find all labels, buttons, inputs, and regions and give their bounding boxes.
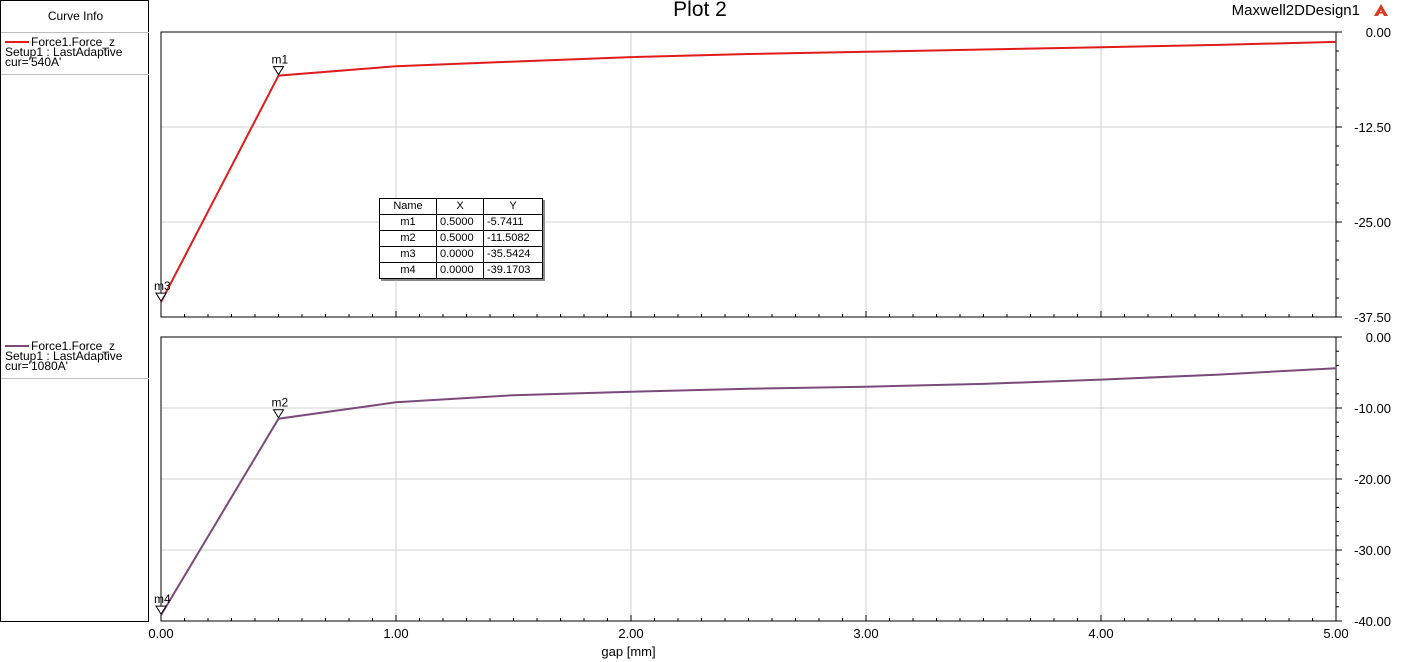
marker-label: m2 xyxy=(272,396,289,410)
marker-triangle xyxy=(155,292,167,303)
y-tick-label: -30.00 xyxy=(1354,543,1391,558)
marker-label: m1 xyxy=(272,53,289,67)
plot-title: Plot 2 xyxy=(673,0,727,21)
y-tick-label: -37.50 xyxy=(1354,310,1391,325)
y-tick-label: -20.00 xyxy=(1354,472,1391,487)
marker-y-cell: -11.5082 xyxy=(483,230,543,247)
curve-info-entry-2[interactable]: Force1.Force_z Setup1 : LastAdaptive cur… xyxy=(5,339,123,373)
x-tick-label: 0.00 xyxy=(148,626,173,641)
design-name: Maxwell2DDesign1 xyxy=(1231,2,1360,19)
y-tick-label: -40.00 xyxy=(1354,614,1391,629)
legend-swatch-2 xyxy=(5,344,29,347)
curve-info-divider xyxy=(1,378,149,379)
series-line-1 xyxy=(160,40,1337,303)
curve-info-divider xyxy=(1,32,149,33)
marker-label: m4 xyxy=(154,592,171,606)
marker-x-cell: 0.5000 xyxy=(436,230,484,247)
marker-y-cell: -5.7411 xyxy=(483,214,543,231)
curve-info-divider xyxy=(1,74,149,75)
x-axis-title: gap [mm] xyxy=(601,644,655,659)
marker-table-row: m4 0.0000 -39.1703 xyxy=(379,262,543,279)
y-tick-label: 0.00 xyxy=(1366,330,1391,345)
curve-info-entry-1[interactable]: Force1.Force_z Setup1 : LastAdaptive cur… xyxy=(5,35,123,69)
marker-x-cell: 0.0000 xyxy=(436,246,484,263)
series-line-2 xyxy=(160,367,1337,616)
marker-x-cell: 0.5000 xyxy=(436,214,484,231)
legend-swatch-1 xyxy=(5,40,29,43)
marker-y-cell: -35.5424 xyxy=(483,246,543,263)
marker-name-cell: m2 xyxy=(379,230,437,247)
curve-info-panel: Curve Info Force1.Force_z Setup1 : LastA… xyxy=(0,0,149,622)
marker-label: m3 xyxy=(154,279,171,293)
marker-table-header-name: Name xyxy=(379,198,437,215)
curve-info-title: Curve Info xyxy=(47,9,104,23)
x-tick-label: 2.00 xyxy=(618,626,643,641)
x-tick-label: 3.00 xyxy=(853,626,878,641)
x-tick-label: 1.00 xyxy=(383,626,408,641)
marker-triangle xyxy=(155,605,167,616)
curve-setup-1: Setup1 : LastAdaptive xyxy=(5,45,123,59)
plot-frame xyxy=(160,336,1337,622)
curve-variation-1: cur='540A' xyxy=(5,55,62,69)
x-tick-label: 5.00 xyxy=(1323,626,1348,641)
marker-table-header-y: Y xyxy=(483,198,543,215)
marker-table-header-x: X xyxy=(436,198,484,215)
marker-table-row: m1 0.5000 -5.7411 xyxy=(379,214,543,231)
marker-x-cell: 0.0000 xyxy=(436,262,484,279)
ansys-logo-icon xyxy=(1374,4,1388,16)
y-tick-label: -25.00 xyxy=(1354,215,1391,230)
curve-name-1: Force1.Force_z xyxy=(31,35,116,49)
y-tick-label: -12.50 xyxy=(1354,120,1391,135)
curve-name-2: Force1.Force_z xyxy=(31,339,116,353)
y-tick-label: 0.00 xyxy=(1366,25,1391,40)
marker-triangle xyxy=(272,409,285,419)
curve-setup-2: Setup1 : LastAdaptive xyxy=(5,349,123,363)
marker-name-cell: m1 xyxy=(379,214,437,231)
curve-variation-2: cur='1080A' xyxy=(5,359,68,373)
marker-table[interactable]: Name X Y m1 0.5000 -5.7411 m2 0.5000 -11… xyxy=(379,198,543,279)
marker-table-row: m2 0.5000 -11.5082 xyxy=(379,230,543,247)
marker-y-cell: -39.1703 xyxy=(483,262,543,279)
marker-table-row: m3 0.0000 -35.5424 xyxy=(379,246,543,263)
marker-name-cell: m3 xyxy=(379,246,437,263)
marker-name-cell: m4 xyxy=(379,262,437,279)
marker-triangle xyxy=(272,66,285,76)
plot-frame xyxy=(160,31,1337,318)
x-tick-label: 4.00 xyxy=(1088,626,1113,641)
y-tick-label: -10.00 xyxy=(1354,401,1391,416)
